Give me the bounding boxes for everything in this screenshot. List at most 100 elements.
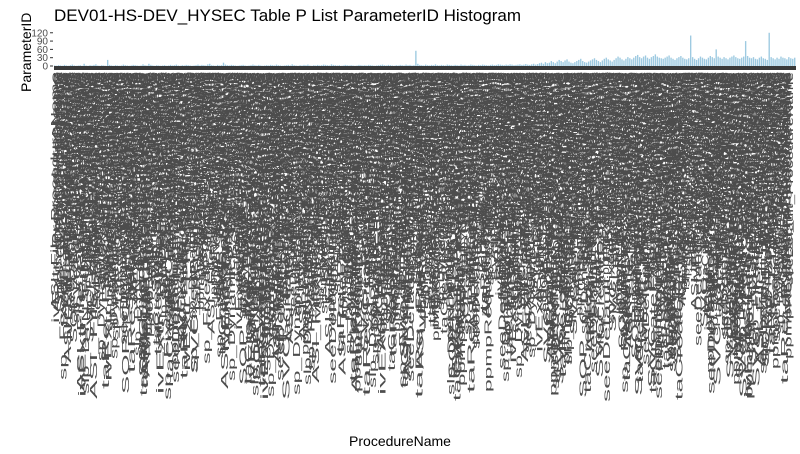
x-tick-label: taRe_ProcedureName	[571, 71, 582, 303]
histogram-bar	[481, 64, 484, 66]
histogram-bar	[719, 57, 721, 66]
x-tick-label: taRe_ProcedureName	[271, 71, 282, 357]
x-tick-label: SOP_CL_ProcedureName	[422, 71, 433, 250]
x-tick-label: slp_DYN_FUN_ProcedureName	[81, 71, 92, 394]
x-tick-label: slp_DYN_FUN_ProcedureName	[420, 71, 431, 305]
x-tick-label: ASI_File_ProcedureName	[350, 71, 361, 393]
x-tick-label: sp_FixedP_ProcedureName	[137, 71, 148, 360]
histogram-bar	[114, 65, 117, 66]
x-tick-label: sp_DynamicP_ProcedureName	[122, 71, 133, 280]
x-tick-label: sp_FixedP_ProcedureName	[202, 71, 213, 364]
histogram-bar	[750, 58, 753, 66]
x-tick-label: slp_DYN_FUN_ProcedureName	[303, 71, 314, 385]
histogram-bar	[715, 49, 717, 66]
x-tick-label: taRe_ProcedureName	[101, 71, 112, 389]
x-tick-label: ASI_File_ProcedureName	[50, 71, 61, 310]
x-tick-label: ivExtr_ProcedureName	[469, 71, 480, 248]
x-tick-label: sp_FixedP_ProcedureName	[254, 71, 265, 312]
histogram-bar	[122, 64, 125, 66]
histogram-bar	[560, 61, 562, 66]
x-tick-label: taCreateF_ProcedureName	[452, 71, 463, 401]
x-tick-label: sp_FixedP_ProcedureName	[189, 71, 200, 372]
x-tick-label: ppmpRequest_ProcedureName	[666, 71, 677, 357]
x-tick-label: slp_DYN_FUN_ProcedureName	[94, 71, 105, 281]
x-tick-label: ivExtr_ProcedureName	[626, 71, 637, 225]
x-tick-label: ASI_File_ProcedureName	[585, 71, 596, 352]
histogram-bar	[587, 61, 590, 66]
x-tick-label: taRe_ProcedureName	[519, 71, 530, 262]
histogram-bar	[110, 65, 113, 66]
x-tick-label: sp_FixedP_ProcedureName	[711, 71, 722, 248]
histogram-bar	[538, 63, 541, 66]
x-tick-label: SOP_CL_ProcedureName	[213, 71, 224, 297]
histogram-bar	[405, 64, 407, 66]
x-tick-label: ppmpRequest_ProcedureName	[157, 72, 168, 223]
x-tick-label: ppmpRequest_ProcedureName	[679, 71, 690, 290]
histogram-bar	[320, 65, 323, 66]
histogram-bar	[275, 64, 278, 66]
x-tick-label: sp_DynamicP_ProcedureName	[527, 71, 538, 358]
x-tick-label: taCreateF_ProcedureName	[479, 71, 490, 268]
histogram-bar	[727, 59, 729, 66]
histogram-bar	[181, 65, 183, 66]
x-tick-label: SOP_CL_ProcedureName	[657, 71, 668, 260]
x-tick-label: sp_DynamicP_ProcedureName	[488, 71, 499, 248]
x-tick-label: taRe_ProcedureName	[715, 71, 726, 267]
x-tick-label: seeDefault_ProcedureName	[733, 71, 744, 352]
x-tick-label: seeDefault_ProcedureName	[432, 71, 443, 310]
x-tick-label: taRe_ProcedureName	[597, 71, 608, 223]
x-tick-label: seeDefault_ProcedureName	[393, 71, 404, 291]
histogram-bar	[517, 64, 519, 66]
x-tick-label: SOP_CL_ProcedureName	[134, 71, 145, 246]
x-tick-label: sp_DynamicP_ProcedureName	[57, 72, 68, 236]
x-tick-label: sp_FixedP_ProcedureName	[424, 71, 435, 278]
x-tick-label: sp_FixedP_ProcedureName	[98, 71, 109, 285]
x-tick-label: taCreateF_ProcedureName	[152, 71, 163, 345]
x-tick-label: sp_DynamicP_ProcedureName	[136, 71, 147, 271]
x-tick-label: taCreateF_ProcedureName	[531, 71, 542, 273]
x-tick-label: ASI_File_ProcedureName	[272, 71, 283, 363]
x-tick-label: sp_DynamicP_ProcedureName	[462, 72, 473, 233]
histogram-bar	[417, 63, 419, 66]
histogram-bar	[101, 65, 103, 66]
histogram-bar	[430, 64, 433, 66]
x-tick-label: ASI_File_ProcedureName	[598, 71, 609, 225]
x-tick-label: ivExtr_ProcedureName	[756, 71, 767, 246]
histogram-bar	[315, 65, 317, 66]
x-axis-tick-strip	[54, 66, 796, 70]
x-tick-label: slp_DYN_FUN_ProcedureName	[473, 72, 484, 224]
x-tick-label: ivExtr_ProcedureName	[130, 71, 141, 301]
x-tick-label: taRe_ProcedureName	[127, 71, 138, 373]
histogram-bar	[489, 64, 492, 66]
histogram-bar	[485, 65, 488, 66]
x-tick-label: slp_DYN_FUN_ProcedureName	[68, 71, 79, 264]
histogram-bar	[644, 55, 647, 66]
x-tick-label: seeDefault_ProcedureName	[341, 71, 352, 272]
histogram-bar	[566, 59, 568, 66]
x-tick-label: seeDefault_ProcedureName	[576, 71, 587, 265]
x-tick-label: seeDefault_ProcedureName	[720, 71, 731, 337]
histogram-bar	[448, 64, 450, 66]
histogram-bar	[638, 57, 641, 66]
x-tick-label: ASI_File_ProcedureName	[311, 71, 322, 383]
histogram-bar	[295, 65, 297, 66]
histogram-bar	[379, 64, 382, 66]
x-tick-label: sp_FixedP_ProcedureName	[542, 71, 553, 225]
x-tick-label: ASI_File_ProcedureName	[638, 71, 649, 254]
histogram-bar	[199, 65, 201, 66]
histogram-bar	[611, 61, 613, 66]
histogram-bar	[464, 64, 466, 66]
x-tick-label: slp_DYN_FUN_ProcedureName	[734, 71, 745, 293]
x-tick-label: SVC__ProcedureName	[321, 71, 332, 282]
x-tick-label: taRe_ProcedureName	[558, 71, 569, 378]
histogram-bar	[534, 64, 537, 66]
x-tick-label: sp_DynamicP_ProcedureName	[253, 71, 264, 297]
x-tick-label: seeDefault_ProcedureName	[563, 71, 574, 253]
x-tick-label: taRe_ProcedureName	[728, 71, 739, 340]
x-tick-label: ppmpRequest_ProcedureName	[784, 71, 795, 359]
histogram-bar	[570, 62, 572, 66]
x-tick-label: SOP_CL_ProcedureName	[252, 71, 263, 381]
x-tick-label: SVC__ProcedureName	[647, 71, 658, 388]
histogram-bar	[713, 58, 715, 66]
x-tick-label: taCreateF_ProcedureName	[570, 71, 581, 238]
